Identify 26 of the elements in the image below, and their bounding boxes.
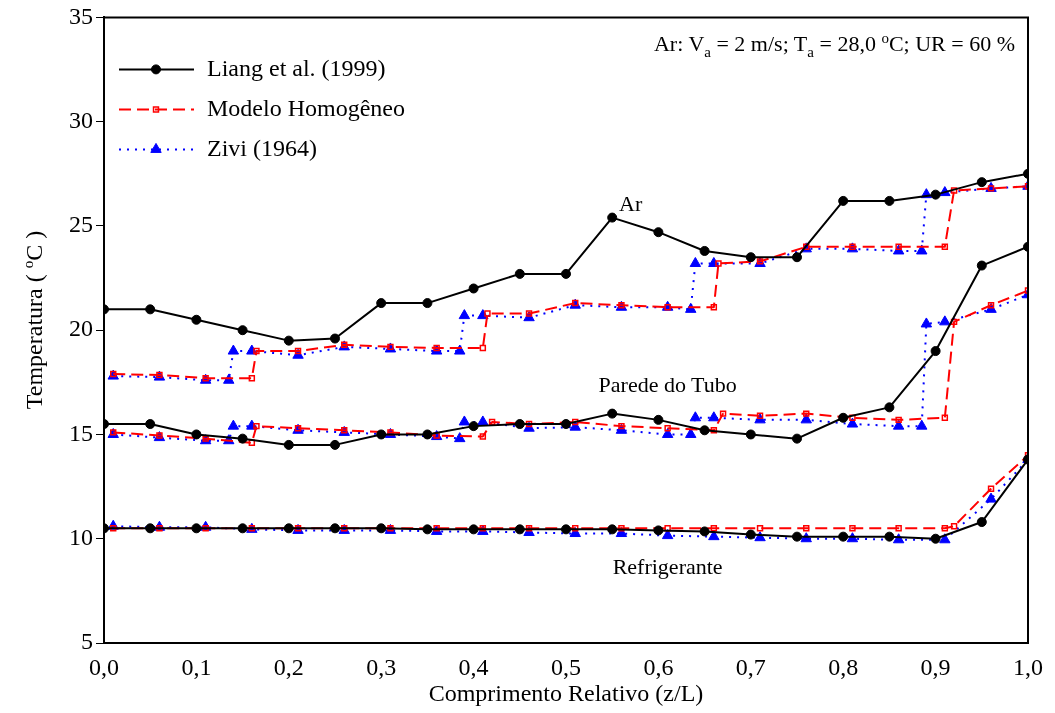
x-tick-label: 0,0	[89, 653, 119, 680]
x-tick-label: 0,1	[181, 653, 212, 680]
x-tick-label: 0,4	[458, 653, 489, 680]
x-tick-label: 0,3	[366, 653, 397, 680]
y-tick-label: 5	[81, 628, 93, 655]
legend-label: Modelo Homogêneo	[207, 94, 405, 121]
y-tick-label: 30	[69, 106, 93, 133]
x-tick-label: 0,9	[920, 653, 951, 680]
x-tick-label: 1,0	[1013, 653, 1043, 680]
y-tick-label: 25	[69, 211, 93, 238]
y-tick-label: 20	[69, 315, 93, 342]
x-tick-label: 0,7	[735, 653, 766, 680]
annotation: Refrigerante	[612, 553, 723, 579]
x-tick-label: 0,6	[643, 653, 674, 680]
x-tick-label: 0,8	[828, 653, 859, 680]
legend-label: Zivi (1964)	[207, 134, 317, 161]
y-tick-label: 15	[69, 419, 93, 446]
x-tick-label: 0,2	[273, 653, 304, 680]
x-tick-label: 0,5	[551, 653, 581, 680]
annotation: Ar: V$_{a}$ = 2 m/s; T$_{a}$ = 28,0 $^{o}$C; UR = 60 %	[653, 30, 1015, 61]
annotation: Parede do Tubo	[598, 372, 737, 398]
y-tick-label: 10	[69, 524, 93, 551]
legend-label: Liang et al. (1999)	[207, 54, 386, 81]
x-axis-title: Comprimento Relativo (z/L)	[428, 680, 704, 707]
annotation: Ar	[619, 190, 643, 216]
y-tick-label: 35	[69, 2, 93, 29]
